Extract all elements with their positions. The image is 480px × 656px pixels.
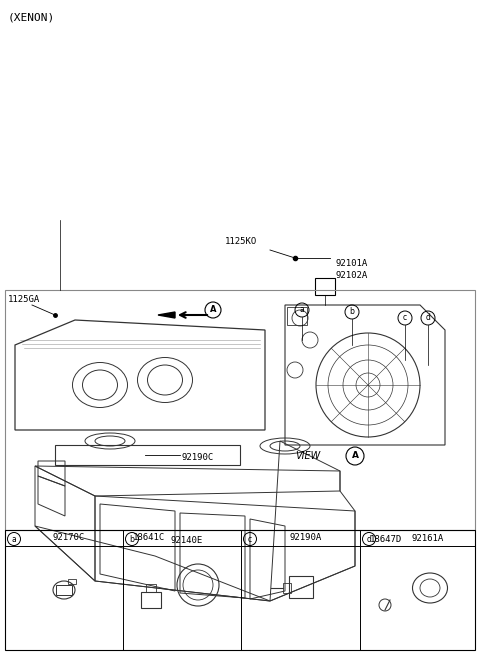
Bar — [283, 583, 290, 593]
Text: 92102A: 92102A — [335, 270, 367, 279]
Text: 92190C: 92190C — [182, 453, 214, 462]
Bar — [5, 530, 475, 650]
Text: d: d — [367, 535, 372, 544]
Text: 1125KO: 1125KO — [225, 237, 257, 247]
Bar — [141, 592, 161, 608]
Text: A: A — [210, 306, 216, 314]
Text: A: A — [351, 451, 359, 461]
Text: b: b — [130, 535, 134, 544]
Text: 92140E: 92140E — [171, 536, 203, 545]
Text: 1125GA: 1125GA — [8, 295, 40, 304]
Text: a: a — [300, 306, 304, 314]
Bar — [56, 585, 72, 595]
Text: d: d — [426, 314, 431, 323]
Text: c: c — [403, 314, 407, 323]
Bar — [146, 584, 156, 592]
Text: a: a — [12, 535, 16, 544]
Text: 92101A: 92101A — [335, 260, 367, 268]
Text: 92170C: 92170C — [53, 533, 85, 543]
Text: b: b — [349, 308, 354, 316]
Polygon shape — [158, 312, 175, 318]
Text: VIEW: VIEW — [295, 451, 320, 461]
Text: c: c — [248, 535, 252, 544]
Text: 92161A: 92161A — [411, 534, 444, 543]
Text: 18647D: 18647D — [370, 535, 402, 544]
Bar — [5, 290, 475, 530]
Text: 18641C: 18641C — [133, 533, 165, 543]
Text: (XENON): (XENON) — [8, 12, 55, 22]
Text: 92190A: 92190A — [289, 533, 322, 543]
Bar — [288, 576, 312, 598]
Bar — [68, 579, 76, 584]
Bar — [287, 307, 307, 325]
